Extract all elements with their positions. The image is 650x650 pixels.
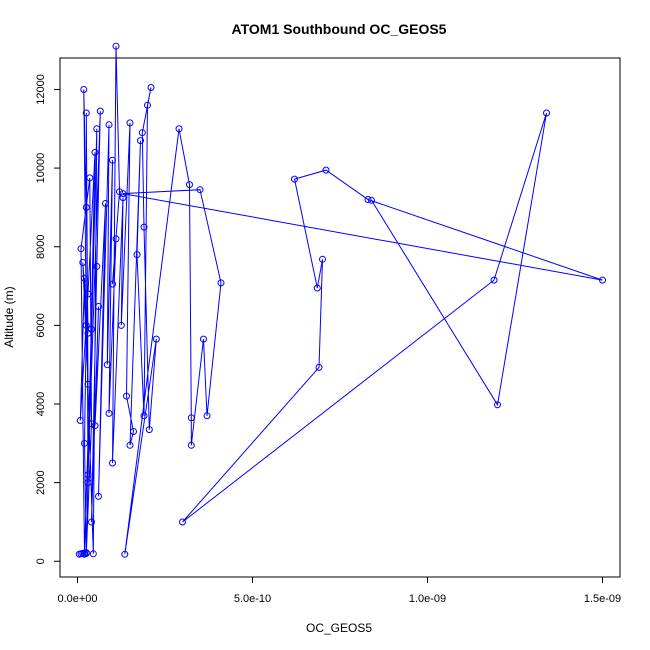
data-point: [364, 196, 372, 203]
data-point: [103, 361, 111, 369]
data-point: [84, 479, 92, 487]
data-point: [96, 107, 104, 115]
data-point: [105, 409, 113, 417]
data-point: [84, 380, 92, 388]
data-point: [147, 84, 155, 91]
data-point: [313, 284, 321, 292]
data-point: [175, 125, 183, 133]
data-point: [137, 137, 144, 145]
data-point: [95, 303, 102, 310]
data-point: [109, 459, 116, 467]
data-point: [84, 329, 92, 337]
data-point: [196, 186, 204, 194]
data-point: [84, 290, 92, 298]
y-tick-label: 8000: [35, 234, 47, 258]
data-point: [291, 175, 298, 183]
y-axis: 0 2000 4000 6000 8000 10000 12000: [35, 74, 61, 564]
data-point: [89, 550, 97, 558]
data-point: [88, 325, 95, 333]
data-point: [543, 109, 550, 117]
x-tick-label: 5.0e-10: [234, 593, 271, 605]
data-point: [109, 280, 116, 288]
data-point: [490, 276, 498, 284]
series-layer: [75, 42, 606, 558]
data-point: [179, 518, 186, 526]
data-point: [86, 174, 94, 182]
data-point: [368, 196, 375, 204]
data-point: [91, 422, 99, 430]
x-tick-label: 1.5e-09: [584, 593, 621, 605]
data-point: [186, 181, 193, 189]
data-point: [95, 492, 102, 500]
data-point: [130, 428, 137, 435]
data-point: [88, 518, 95, 526]
data-point: [112, 42, 120, 50]
y-tick-label: 0: [35, 558, 47, 564]
data-point: [599, 276, 606, 284]
data-point: [121, 550, 129, 558]
data-point: [138, 129, 146, 137]
data-point: [140, 223, 148, 231]
data-point: [91, 148, 99, 156]
x-axis: 0.0e+00 5.0e-10 1.0e-09 1.5e-09: [57, 576, 621, 605]
data-point: [123, 392, 130, 400]
data-point: [112, 235, 120, 243]
y-tick-label: 12000: [35, 74, 47, 105]
y-tick-label: 10000: [35, 153, 47, 184]
data-point: [152, 335, 160, 343]
data-point: [93, 262, 101, 270]
data-point: [82, 549, 90, 557]
data-point: [109, 156, 116, 164]
data-point: [126, 441, 134, 449]
data-point: [126, 119, 134, 127]
data-point: [315, 363, 323, 371]
data-point: [119, 194, 127, 202]
data-point: [116, 188, 123, 196]
chart-title: ATOM1 Southbound OC_GEOS5: [232, 21, 447, 37]
data-point: [76, 417, 84, 424]
data-point: [82, 203, 90, 211]
data-point: [117, 321, 125, 329]
data-point: [102, 200, 109, 207]
data-point: [119, 190, 127, 198]
data-point: [93, 125, 101, 133]
data-point: [144, 101, 151, 109]
x-tick-label: 1.0e-09: [409, 593, 446, 605]
data-point: [82, 109, 90, 117]
series-line: [79, 46, 603, 555]
data-point: [80, 86, 88, 93]
x-axis-label: OC_GEOS5: [306, 621, 372, 635]
data-point: [187, 441, 195, 449]
data-point: [140, 412, 148, 420]
y-axis-label: Altitude (m): [2, 286, 16, 347]
data-point: [200, 335, 207, 343]
data-point: [84, 471, 92, 479]
data-point: [187, 414, 195, 422]
plot-frame: [59, 57, 621, 578]
data-point: [88, 420, 95, 428]
data-point: [81, 439, 88, 447]
data-point: [105, 121, 113, 129]
x-tick-label: 0.0e+00: [57, 593, 97, 605]
data-point: [217, 279, 225, 287]
data-point: [133, 251, 141, 259]
data-point: [82, 321, 90, 329]
y-tick-label: 4000: [35, 392, 47, 416]
data-point: [319, 255, 326, 263]
data-point: [81, 274, 88, 282]
data-point: [322, 166, 330, 174]
y-tick-label: 2000: [35, 470, 47, 494]
data-point: [145, 426, 153, 434]
y-tick-label: 6000: [35, 313, 47, 337]
data-point: [494, 401, 501, 409]
data-point: [79, 259, 87, 266]
data-point: [77, 245, 85, 253]
data-point: [203, 412, 211, 420]
